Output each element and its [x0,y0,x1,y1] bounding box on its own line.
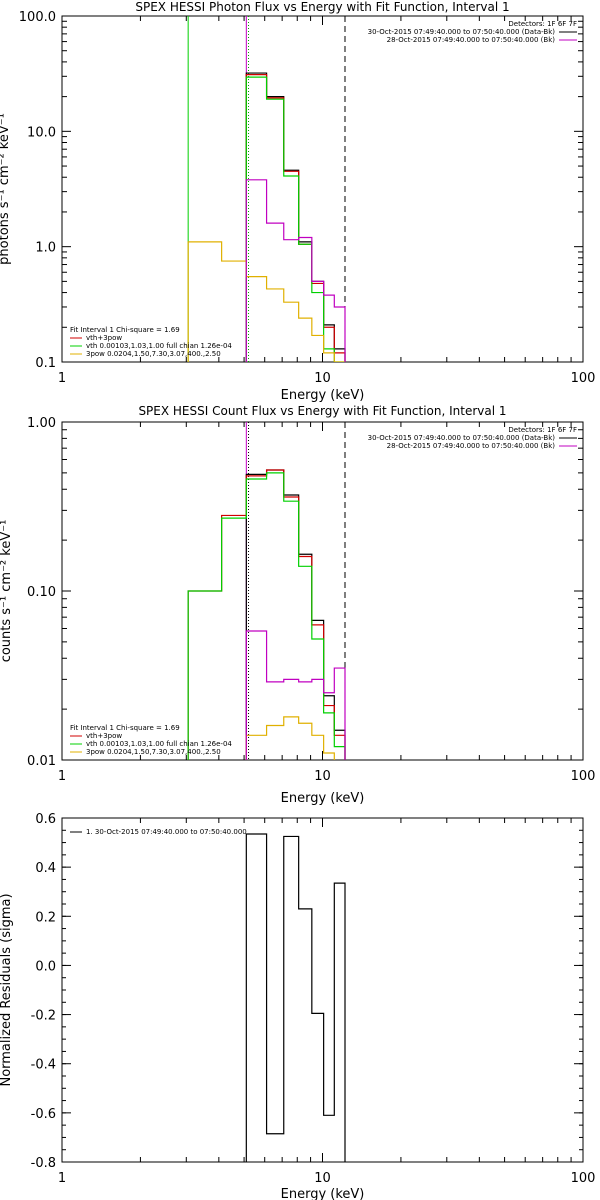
x-tick-label: 10 [314,371,331,386]
data-layer [245,833,346,1162]
series-line-5 [245,630,346,760]
y-tick-label: 0.1 [35,356,56,371]
detectors-label: Detectors: 1F 6F 7F [508,426,577,434]
plot-frame [61,421,584,761]
series-line-3 [245,76,346,362]
chart-panel-3: 1 10 100 0.6 0.4 0.2 0.0 -0.2 -0.4 -0.6 -0.8 Energy… [0,812,595,1200]
legend-header: Fit Interval 1 Chi-square = 1.69 [70,326,180,334]
y-tick-label: -0.8 [31,1156,56,1171]
x-tick-label: 10 [314,769,331,784]
y-tick-label: 1.00 [27,416,56,431]
legend-entry: vth 0.00103,1.03,1.00 full chian 1.26e-0… [86,342,232,350]
legend-entry: 3pow 0.0204,1.50,7.30,3.07,400.,2.50 [86,350,221,358]
y-tick-label: 1.0 [35,241,56,256]
legend-entry: vth 0.00103,1.03,1.00 full chian 1.26e-0… [86,740,232,748]
y-tick-label: -0.6 [31,1107,56,1122]
series-line-1 [245,72,346,362]
x-tick-label: 1 [58,371,66,386]
x-axis-label: Energy (keV) [281,791,365,806]
legend-entry: 3pow 0.0204,1.50,7.30,3.07,400.,2.50 [86,748,221,756]
x-tick-label: 10 [314,1171,331,1186]
x-tick-label: 100 [571,769,596,784]
y-tick-label: 0.10 [27,585,56,600]
plot-frame [61,15,584,363]
time-label: 30-Oct-2015 07:49:40.000 to 07:50:40.000… [368,434,556,442]
series-line-5 [245,179,346,362]
data-layer [187,422,346,760]
y-tick-label: 0.0 [35,959,56,974]
series-line-1 [245,469,346,760]
y-tick-label: 0.6 [35,812,56,827]
series-line-1 [245,833,346,1162]
detectors-label: Detectors: 1F 6F 7F [508,20,577,28]
y-tick-label: -0.4 [31,1058,56,1073]
y-tick-label: 0.01 [27,754,56,769]
y-tick-label: 0.2 [35,910,56,925]
x-axis-label: Energy (keV) [281,388,365,403]
series-line-2 [245,74,346,362]
y-tick-label: -0.2 [31,1009,56,1024]
y-tick-label: 10.0 [27,125,56,140]
plot-frame [61,817,584,1163]
x-tick-label: 100 [571,371,596,386]
y-axis-label: photons s⁻¹ cm⁻² keV⁻¹ [0,113,12,265]
y-axis-label: counts s⁻¹ cm⁻² keV⁻¹ [0,520,14,663]
x-tick-label: 100 [571,1171,596,1186]
series-line-3 [187,472,346,760]
x-tick-label: 1 [58,1171,66,1186]
legend-entry: 1. 30-Oct-2015 07:49:40.000 to 07:50:40.… [86,828,247,836]
y-tick-label: 100.0 [19,10,56,25]
chart-panel-1: 1 10 100 0.1 1.0 10.0 100.0 SPEX HESSI Photon F… [0,0,595,403]
data-layer [187,16,346,362]
series-line-2 [187,469,346,760]
chart-panel-2: 1 10 100 0.01 0.10 1.00 SPEX HESSI Count Flux … [0,404,595,806]
time-label: 28-Oct-2015 07:49:40.000 to 07:50:40.000… [387,442,556,450]
time-label: 28-Oct-2015 07:49:40.000 to 07:50:40.000… [387,36,556,44]
y-tick-label: 0.4 [35,861,56,876]
x-axis-label: Energy (keV) [281,1187,365,1200]
legend-header: Fit Interval 1 Chi-square = 1.69 [70,724,180,732]
series-line-4 [187,241,346,362]
legend-entry: vth+3pow [86,732,122,740]
time-label: 30-Oct-2015 07:49:40.000 to 07:50:40.000… [368,28,556,36]
chart-title: SPEX HESSI Count Flux vs Energy with Fit… [138,404,506,418]
y-axis-label: Normalized Residuals (sigma) [0,893,14,1086]
series-line-4 [245,716,335,760]
legend-entry: vth+3pow [86,334,122,342]
chart-title: SPEX HESSI Photon Flux vs Energy with Fi… [135,0,509,14]
x-tick-label: 1 [58,769,66,784]
